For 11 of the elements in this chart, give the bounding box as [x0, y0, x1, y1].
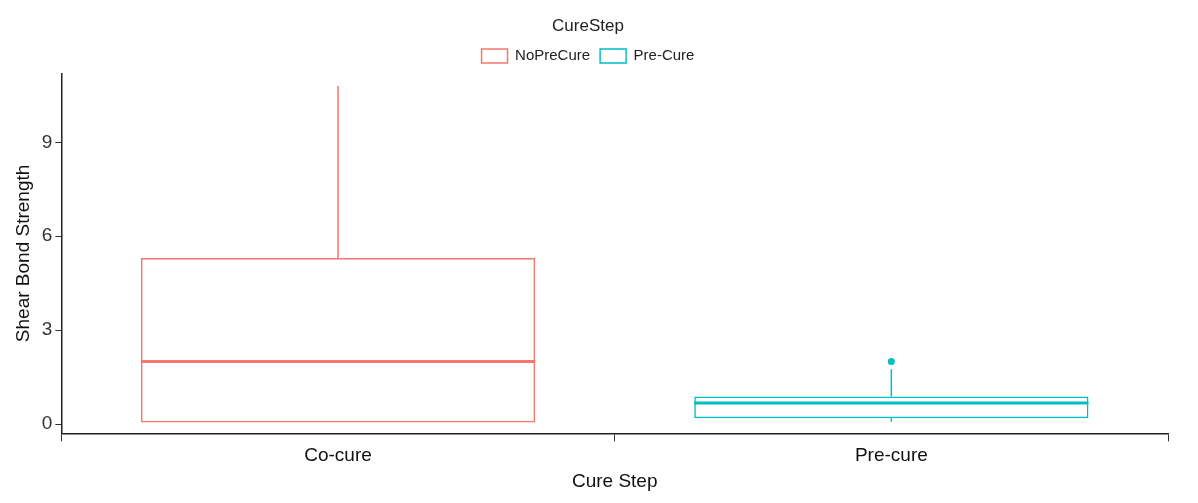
legend-label: NoPreCure	[515, 46, 591, 64]
x-tick-label: Pre-cure	[854, 444, 928, 466]
y-tick-label: 9	[41, 130, 53, 152]
y-tick-label: 3	[41, 318, 53, 340]
legend-label: Pre-Cure	[633, 46, 695, 64]
y-tick-label: 6	[41, 224, 53, 246]
y-axis-title: Shear Bond Strength	[11, 164, 33, 343]
x-tick-label: Co-cure	[304, 444, 372, 466]
legend-title: CureStep	[552, 16, 624, 36]
y-tick-label: 0	[41, 412, 53, 434]
x-axis-title: Cure Step	[571, 469, 658, 491]
